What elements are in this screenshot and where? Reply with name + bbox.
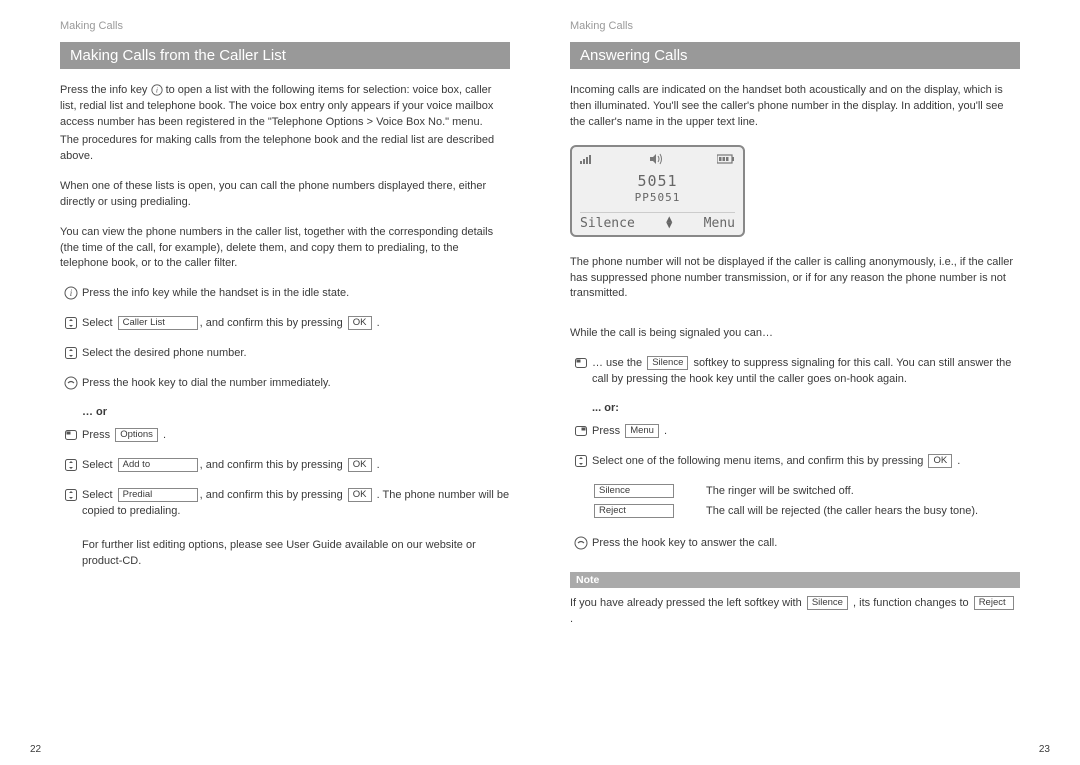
page-left: Making Calls Making Calls from the Calle… bbox=[30, 20, 540, 765]
step-row: … use the Silence softkey to suppress si… bbox=[570, 356, 1020, 388]
softkey-left-icon bbox=[570, 356, 592, 370]
step-row: Select Predial, and confirm this by pres… bbox=[60, 488, 510, 520]
info-icon: i bbox=[151, 84, 163, 96]
nav-up-down-icon bbox=[60, 458, 82, 472]
hook-key-icon bbox=[570, 536, 592, 550]
phone-line-1: 5051 bbox=[580, 172, 735, 192]
paragraph: The phone number will not be displayed i… bbox=[570, 255, 1020, 303]
paragraph: When one of these lists is open, you can… bbox=[60, 179, 510, 211]
step-row: Press Options . bbox=[60, 428, 510, 444]
label-ok: OK bbox=[348, 458, 372, 472]
softkey-left-icon bbox=[60, 428, 82, 442]
phone-screen: 5051 PP5051 Silence ▲▼ Menu bbox=[570, 145, 745, 237]
step-row: Select the desired phone number. bbox=[60, 346, 510, 362]
label-predial: Predial bbox=[118, 488, 198, 502]
note-heading: Note bbox=[570, 572, 1020, 588]
signal-icon bbox=[580, 154, 594, 167]
step-row: Press Menu . bbox=[570, 424, 1020, 440]
step-row: Select one of the following menu items, … bbox=[570, 454, 1020, 470]
nav-up-down-icon bbox=[60, 488, 82, 502]
softkey-right-icon bbox=[570, 424, 592, 438]
page-right: Making Calls Answering Calls Incoming ca… bbox=[540, 20, 1050, 765]
speaker-icon bbox=[649, 153, 663, 168]
note-text: If you have already pressed the left sof… bbox=[570, 596, 1020, 628]
or-divider: … or bbox=[82, 406, 510, 418]
option-reject: Reject bbox=[594, 504, 674, 518]
page-header: Making Calls bbox=[570, 20, 1020, 32]
softkey-right-label: Menu bbox=[704, 216, 735, 231]
nav-up-down-icon bbox=[60, 346, 82, 360]
phone-line-2: PP5051 bbox=[580, 191, 735, 205]
info-icon: i bbox=[60, 286, 82, 300]
label-silence: Silence bbox=[647, 356, 688, 370]
step-row: Press the hook key to dial the number im… bbox=[60, 376, 510, 392]
paragraph: Incoming calls are indicated on the hand… bbox=[570, 83, 1020, 131]
hook-key-icon bbox=[60, 376, 82, 390]
label-silence: Silence bbox=[807, 596, 848, 610]
label-caller-list: Caller List bbox=[118, 316, 198, 330]
page-number: 22 bbox=[30, 744, 41, 755]
label-add-to: Add to bbox=[118, 458, 198, 472]
svg-text:i: i bbox=[155, 86, 157, 95]
softkey-left-label: Silence bbox=[580, 216, 635, 231]
step-row: i Press the info key while the handset i… bbox=[60, 286, 510, 302]
label-options: Options bbox=[115, 428, 158, 442]
paragraph: Press the info key i to open a list with… bbox=[60, 83, 510, 131]
nav-arrows-icon: ▲▼ bbox=[666, 217, 672, 229]
nav-up-down-icon bbox=[60, 316, 82, 330]
label-menu: Menu bbox=[625, 424, 659, 438]
page-number: 23 bbox=[1039, 744, 1050, 755]
step-row: Press the hook key to answer the call. bbox=[570, 536, 1020, 552]
section-title: Making Calls from the Caller List bbox=[60, 42, 510, 69]
menu-options: Silence The ringer will be switched off.… bbox=[592, 484, 1020, 518]
step-row: Select Add to, and confirm this by press… bbox=[60, 458, 510, 474]
paragraph: You can view the phone numbers in the ca… bbox=[60, 225, 510, 273]
nav-up-down-icon bbox=[570, 454, 592, 468]
or-divider: ... or: bbox=[592, 402, 1020, 414]
footer-note: For further list editing options, please… bbox=[82, 538, 510, 570]
label-ok: OK bbox=[348, 488, 372, 502]
svg-text:i: i bbox=[70, 288, 73, 298]
battery-icon bbox=[717, 154, 735, 167]
label-reject: Reject bbox=[974, 596, 1014, 610]
option-silence: Silence bbox=[594, 484, 674, 498]
label-ok: OK bbox=[928, 454, 952, 468]
paragraph: The procedures for making calls from the… bbox=[60, 133, 510, 165]
step-row: Select Caller List, and confirm this by … bbox=[60, 316, 510, 332]
label-ok: OK bbox=[348, 316, 372, 330]
paragraph: While the call is being signaled you can… bbox=[570, 326, 1020, 342]
page-header: Making Calls bbox=[60, 20, 510, 32]
section-title: Answering Calls bbox=[570, 42, 1020, 69]
